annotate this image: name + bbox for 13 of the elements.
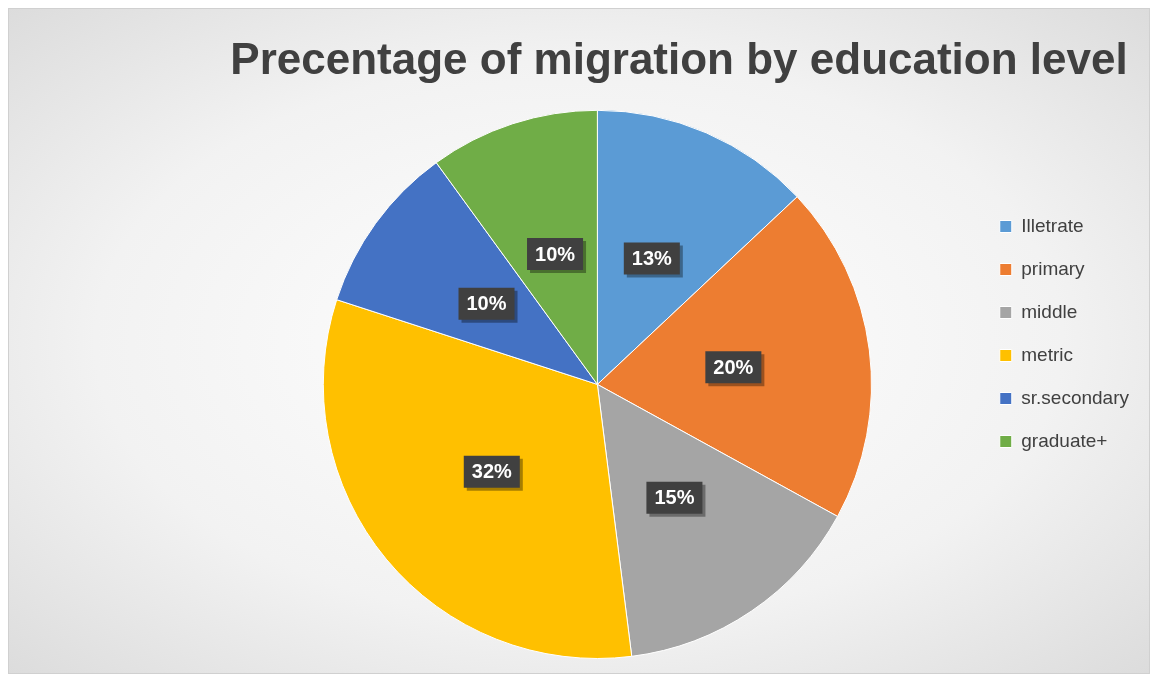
data-label: 15%	[654, 486, 695, 509]
chart-title: Precentage of migration by education level	[230, 33, 1128, 83]
legend-label: middle	[1021, 300, 1078, 322]
data-label: 20%	[713, 355, 754, 378]
legend-label: metric	[1021, 343, 1074, 365]
legend-label: Illetrate	[1021, 214, 1084, 236]
legend-label: sr.secondary	[1021, 386, 1130, 408]
data-label: 10%	[535, 242, 576, 265]
legend-label: graduate+	[1021, 429, 1108, 451]
data-label: 13%	[631, 247, 673, 270]
data-label: 32%	[471, 460, 513, 483]
legend-label: primary	[1021, 257, 1086, 279]
data-label: 10%	[466, 292, 507, 315]
